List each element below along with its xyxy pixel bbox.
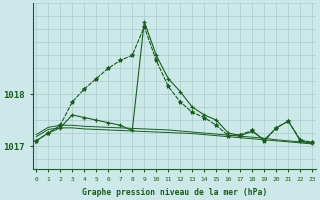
X-axis label: Graphe pression niveau de la mer (hPa): Graphe pression niveau de la mer (hPa) bbox=[82, 188, 267, 197]
